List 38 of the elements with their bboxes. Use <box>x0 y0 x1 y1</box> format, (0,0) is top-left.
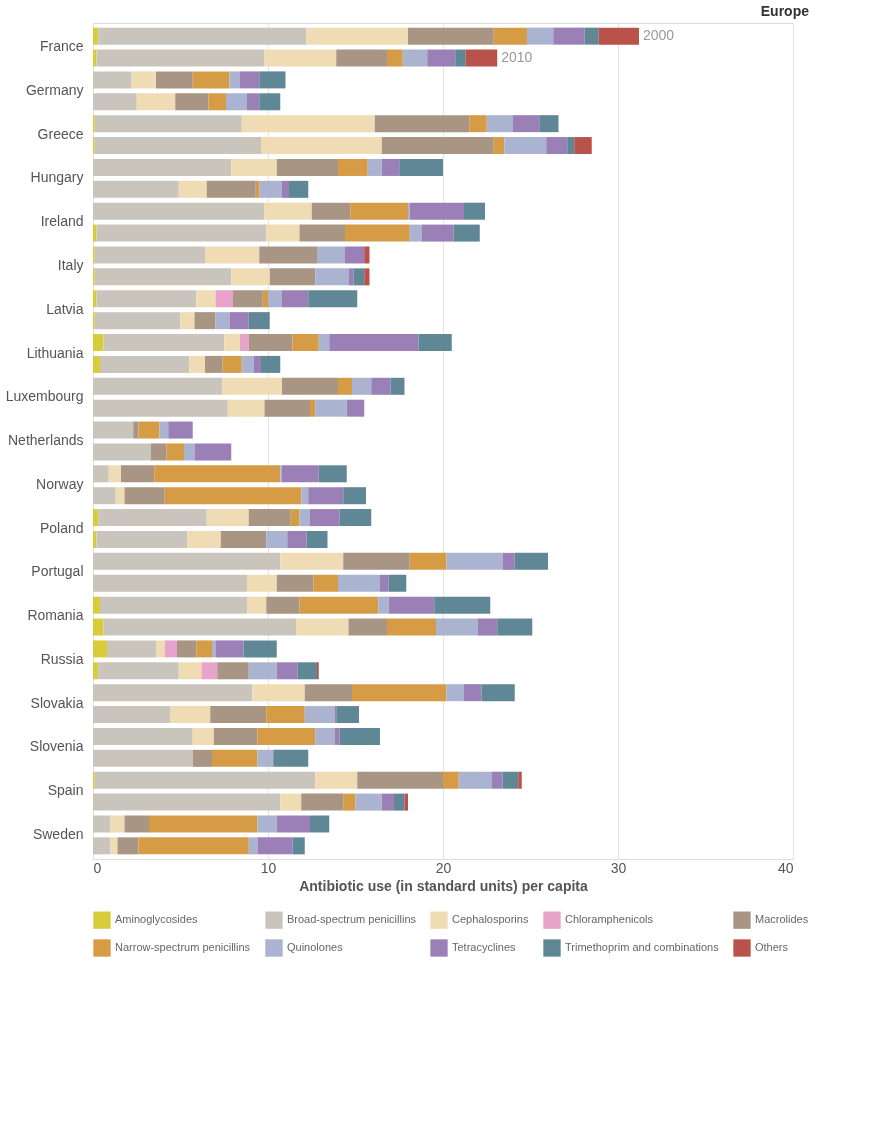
legend-label: Others <box>755 941 789 953</box>
chart-title: Europe <box>760 3 810 19</box>
x-tick-label: 40 <box>777 859 794 876</box>
y-tick-label: Sweden <box>32 825 84 842</box>
y-tick-label: Norway <box>36 475 84 492</box>
legend-label: Trimethoprim and combinations <box>565 941 720 953</box>
y-tick-label: Slovenia <box>29 738 84 755</box>
y-tick-label: Luxembourg <box>5 388 84 405</box>
legend-label: Cephalosporins <box>452 913 529 926</box>
annotation: 2010 <box>501 49 533 66</box>
x-tick-label: 20 <box>435 859 452 876</box>
y-tick-label: Lithuania <box>26 344 84 361</box>
y-tick-label: Italy <box>57 256 84 273</box>
y-tick-label: Slovakia <box>30 694 84 711</box>
y-tick-label: Portugal <box>31 563 84 580</box>
y-tick-label: Greece <box>37 125 84 142</box>
legend-label: Chloramphenicols <box>565 913 654 926</box>
y-tick-label: Germany <box>25 81 84 98</box>
legend-label: Tetracyclines <box>452 941 517 953</box>
y-tick-label: Netherlands <box>8 432 84 449</box>
annotation: 2000 <box>643 27 675 44</box>
y-tick-label: Latvia <box>46 300 84 317</box>
x-tick-label: 0 <box>93 859 102 876</box>
y-tick-label: Poland <box>39 519 84 536</box>
legend-label: Narrow-spectrum penicillins <box>115 941 251 953</box>
legend-label: Quinolones <box>287 941 344 953</box>
y-tick-label: Russia <box>40 650 84 667</box>
y-tick-label: Hungary <box>30 169 84 186</box>
x-tick-label: 10 <box>260 859 277 876</box>
x-axis-title: Antibiotic use (in standard units) per capita <box>299 877 588 894</box>
y-tick-label: Spain <box>47 782 84 799</box>
x-tick-label: 30 <box>610 859 627 876</box>
legend-label: Aminoglycosides <box>115 913 199 926</box>
y-tick-label: Romania <box>27 607 84 624</box>
y-tick-label: Ireland <box>40 213 84 230</box>
legend-label: Broad-spectrum penicillins <box>287 913 417 926</box>
y-tick-label: France <box>39 38 84 55</box>
legend-label: Macrolides <box>755 913 809 926</box>
